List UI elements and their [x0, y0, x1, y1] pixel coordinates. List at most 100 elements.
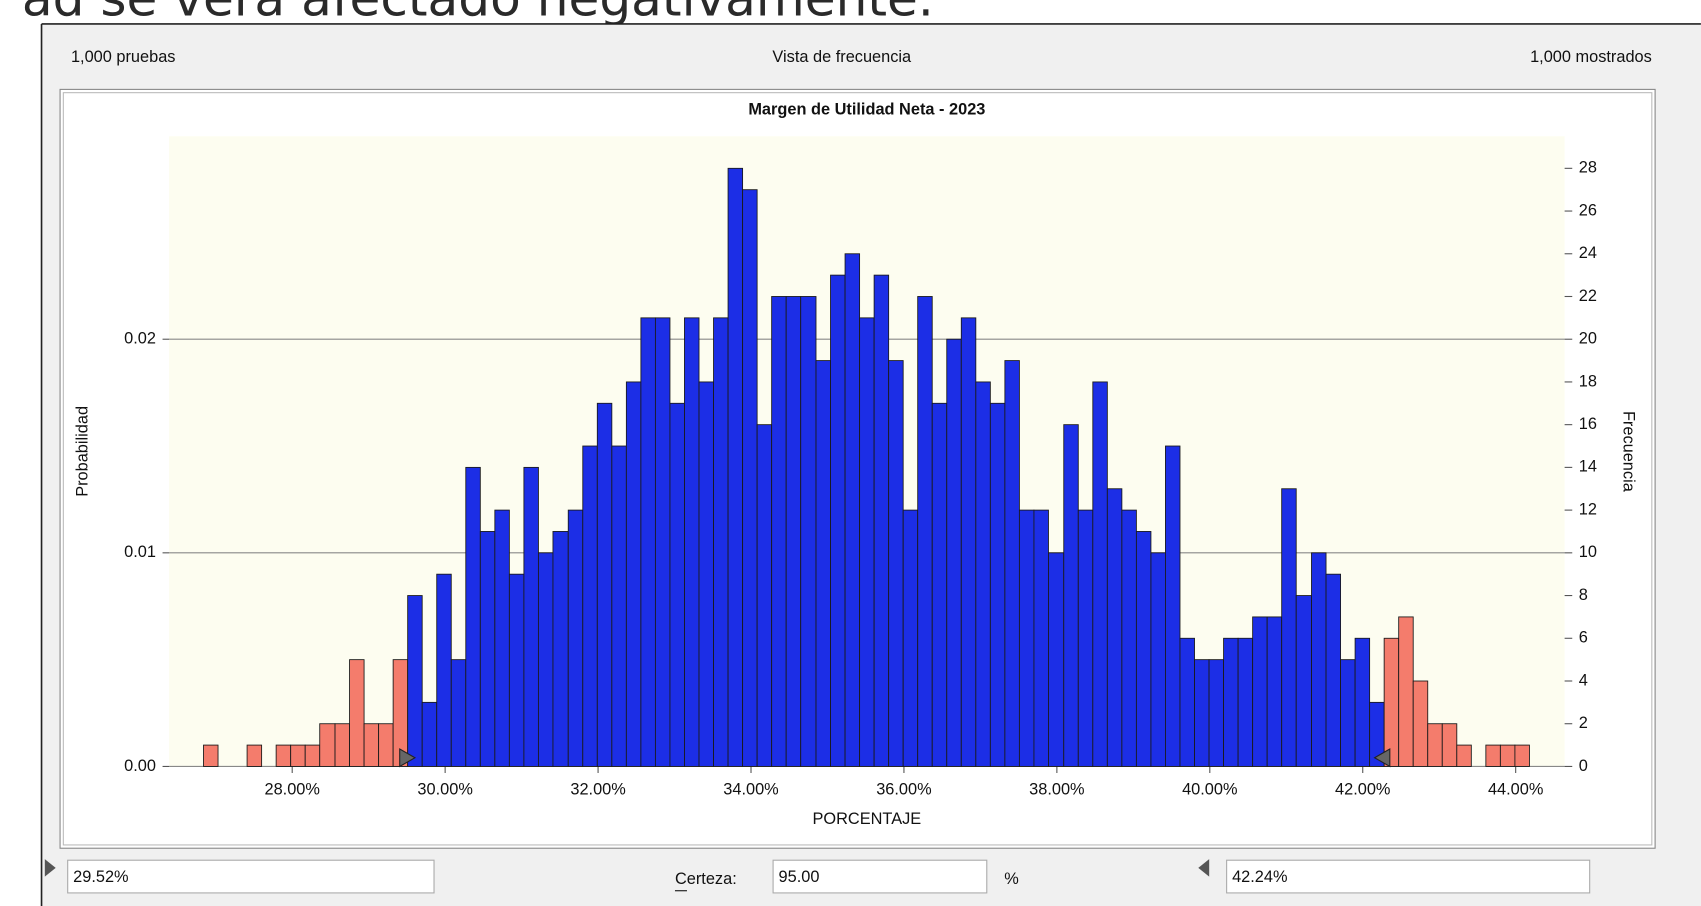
y2-tick-label: 2 — [1579, 714, 1588, 732]
histogram-bar — [1427, 723, 1443, 767]
histogram-bar — [1004, 360, 1020, 767]
lower-value: 29.52% — [73, 868, 128, 886]
histogram-bar — [1106, 488, 1123, 767]
x-tick-label: 34.00% — [723, 781, 778, 799]
histogram-bar — [523, 466, 539, 767]
histogram-bar — [756, 424, 773, 767]
histogram-bar — [203, 744, 219, 767]
certainty-unit: % — [1004, 870, 1019, 888]
histogram-bar — [1237, 637, 1254, 767]
histogram-bar — [567, 509, 584, 767]
y2-tick-label: 6 — [1579, 629, 1588, 647]
certainty-value: 95.00 — [779, 868, 820, 886]
chart-title: Margen de Utilidad Neta - 2023 — [748, 100, 985, 118]
y2-tick-label: 8 — [1579, 586, 1588, 604]
histogram-bar — [465, 466, 481, 767]
lower-input[interactable] — [67, 859, 435, 894]
histogram-bar — [246, 744, 263, 767]
y-tick-label: 0.01 — [124, 543, 156, 561]
histogram-bar — [596, 402, 613, 767]
histogram-bar — [640, 317, 656, 767]
lower-arrow-icon — [44, 859, 56, 877]
shown: 1,000 mostrados — [1530, 48, 1652, 66]
histogram-bar — [1295, 595, 1312, 767]
histogram-bar — [450, 659, 467, 767]
histogram-bar — [378, 723, 394, 767]
histogram-bar — [275, 744, 292, 767]
lower-marker — [399, 748, 417, 768]
y2-tick-label: 28 — [1579, 159, 1597, 177]
x-tick-label: 44.00% — [1488, 781, 1543, 799]
x-tick-label: 36.00% — [876, 781, 931, 799]
y2-tick-label: 16 — [1579, 415, 1597, 433]
x-axis-label: PORCENTAJE — [813, 810, 922, 828]
plot: 0.000.010.02024681012141618202224262828.… — [124, 159, 1597, 799]
histogram-bar — [771, 296, 787, 767]
y-tick-label: 0.00 — [124, 757, 156, 775]
histogram-bar — [1063, 424, 1079, 767]
histogram-bar — [873, 274, 890, 767]
upper-input[interactable] — [1226, 859, 1591, 894]
histogram-bar — [1456, 744, 1472, 767]
y2-tick-label: 26 — [1579, 201, 1597, 219]
histogram-bar — [785, 296, 802, 767]
histogram-bar — [508, 573, 525, 767]
histogram-bar — [1252, 616, 1268, 767]
y-tick-label: 0.02 — [124, 330, 156, 348]
histogram-bar — [1223, 637, 1239, 767]
histogram-bar — [1325, 573, 1342, 767]
histogram-bar — [727, 167, 744, 767]
histogram-bar — [1165, 445, 1181, 767]
histogram-bar — [436, 573, 452, 767]
upper-value: 42.24% — [1232, 868, 1287, 886]
histogram-bar — [582, 445, 598, 767]
histogram-bar — [654, 317, 671, 767]
histogram-bar — [1383, 637, 1400, 767]
x-tick-label: 38.00% — [1029, 781, 1084, 799]
histogram-bar — [742, 189, 758, 767]
histogram-bar — [1311, 552, 1327, 767]
histogram-bar — [1514, 744, 1530, 767]
histogram-bar — [1412, 680, 1429, 767]
histogram-bar — [713, 317, 729, 767]
histogram-bar — [625, 381, 642, 767]
histogram-bar — [1121, 509, 1137, 767]
upper-marker — [1373, 748, 1391, 768]
histogram-bar — [975, 381, 991, 767]
histogram-bar — [669, 402, 685, 767]
histogram-bar — [1499, 744, 1516, 767]
y2-axis-label: Frecuencia — [1620, 411, 1638, 493]
histogram-bar — [989, 402, 1006, 767]
histogram-bar — [1441, 723, 1458, 767]
y2-tick-label: 0 — [1579, 757, 1588, 775]
histogram-bar — [1340, 659, 1356, 767]
histogram-bar — [304, 744, 321, 767]
certainty-label: Certeza: — [675, 870, 737, 888]
histogram-bar — [698, 381, 714, 767]
histogram-bar — [1281, 488, 1297, 767]
histogram-bar — [684, 317, 700, 767]
histogram-bar — [1266, 616, 1283, 767]
histogram-bar — [1018, 509, 1035, 767]
histogram-bar — [815, 360, 831, 767]
histogram-bar — [1033, 509, 1049, 767]
upper-arrow-icon — [1198, 859, 1210, 877]
histogram-bar — [1135, 531, 1152, 767]
slide-text: ad se verá afectado negativamente. — [22, 0, 934, 28]
x-tick-label: 28.00% — [264, 781, 319, 799]
certainty-input[interactable] — [772, 859, 988, 894]
y2-tick-label: 12 — [1579, 500, 1597, 518]
x-tick-label: 30.00% — [417, 781, 472, 799]
histogram-bar — [859, 317, 875, 767]
x-tick-label: 32.00% — [570, 781, 625, 799]
histogram-bar — [1208, 659, 1225, 767]
histogram-bar — [1179, 637, 1195, 767]
histogram-bar — [319, 723, 336, 767]
y2-tick-label: 4 — [1579, 671, 1588, 689]
histogram-bar — [844, 253, 861, 767]
histogram-bar — [334, 723, 350, 767]
histogram-bar — [363, 723, 380, 767]
histogram-bar — [1150, 552, 1166, 767]
